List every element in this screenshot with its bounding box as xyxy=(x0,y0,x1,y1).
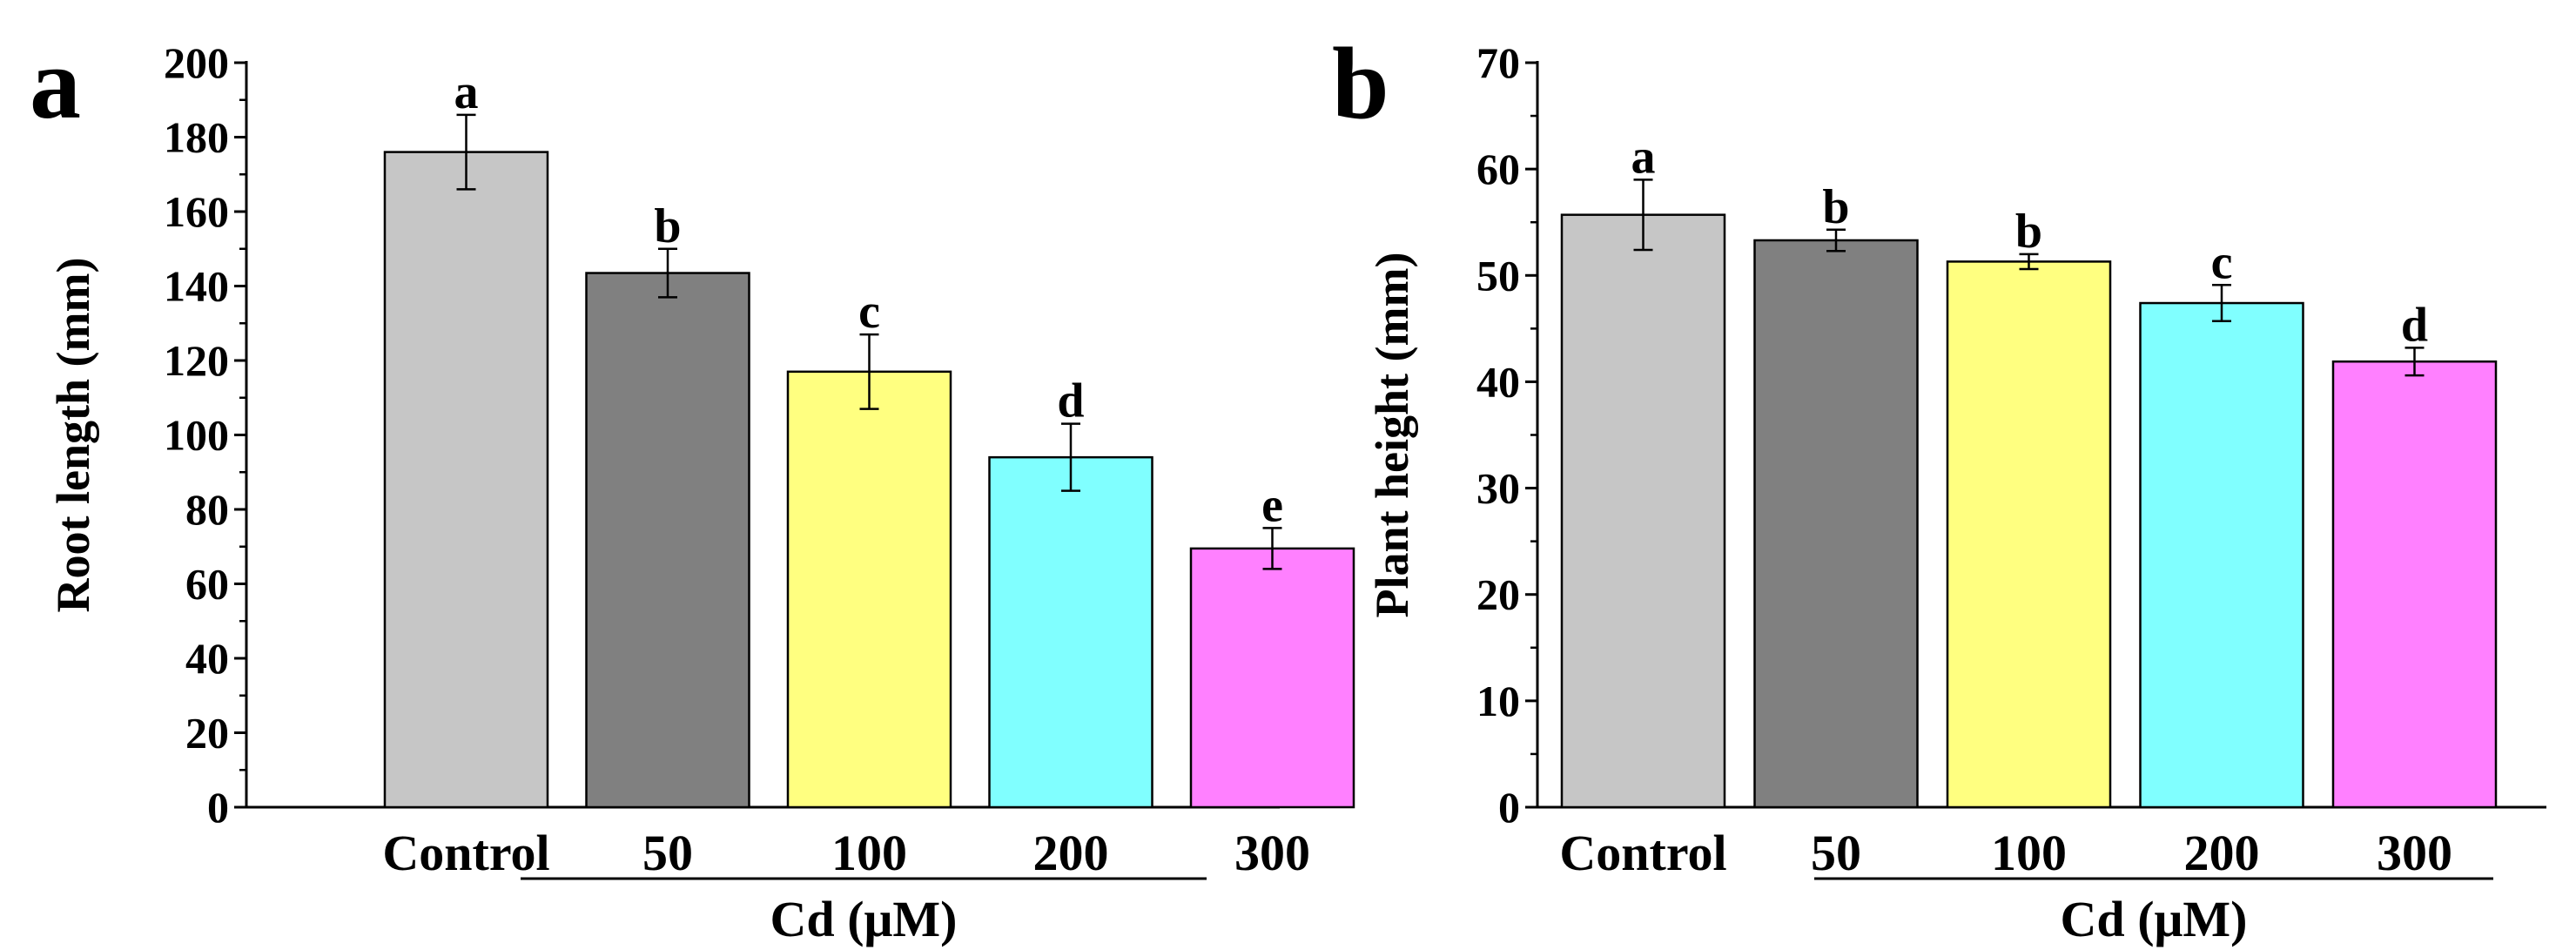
significance-letter: e xyxy=(1261,478,1283,532)
y-tick-label: 20 xyxy=(1476,570,1520,619)
bar xyxy=(383,151,549,809)
y-tick-label: 100 xyxy=(164,411,229,460)
significance-letter: a xyxy=(1631,130,1656,184)
y-tick-label: 10 xyxy=(1476,677,1520,725)
bar xyxy=(585,272,750,809)
y-tick-label: 20 xyxy=(185,709,229,758)
significance-letter: b xyxy=(654,199,681,253)
panel-letter: a xyxy=(30,26,81,140)
y-tick-label: 60 xyxy=(1476,145,1520,193)
bar xyxy=(1560,213,1726,809)
y-axis-label: Root length (mm) xyxy=(47,258,99,613)
x-tick-label: 50 xyxy=(642,825,693,881)
significance-letter: c xyxy=(858,285,880,339)
bar xyxy=(1753,239,1919,809)
y-tick-label: 30 xyxy=(1476,464,1520,513)
y-tick-label: 40 xyxy=(185,634,229,683)
x-tick-label: 100 xyxy=(831,825,907,881)
x-tick-label: 200 xyxy=(1033,825,1109,881)
y-tick-label: 120 xyxy=(164,336,229,385)
panel-b: b 0 10 20 30 40 50 60 70 Plant height (mm) a Contro… xyxy=(1332,26,2546,947)
x-axis-label: Cd (μM) xyxy=(2061,891,2248,947)
x-tick-label: Control xyxy=(1559,825,1726,881)
y-tick-label: 50 xyxy=(1476,251,1520,300)
significance-letter: d xyxy=(1057,374,1084,428)
y-tick-label: 60 xyxy=(185,560,229,609)
significance-letter: c xyxy=(2211,235,2233,289)
y-tick-label: 140 xyxy=(164,262,229,311)
x-axis-label: Cd (μM) xyxy=(770,891,958,947)
y-tick-label: 180 xyxy=(164,113,229,162)
x-tick-label: 300 xyxy=(2377,825,2452,881)
y-tick-label: 200 xyxy=(164,38,229,87)
y-tick-label: 0 xyxy=(1498,783,1520,832)
y-tick-label: 70 xyxy=(1476,38,1520,87)
bar xyxy=(1946,260,2112,809)
x-tick-label: Control xyxy=(382,825,549,881)
bar xyxy=(786,370,952,809)
y-tick-label: 80 xyxy=(185,485,229,534)
bar xyxy=(2331,360,2498,809)
bar xyxy=(988,455,1153,809)
y-axis-label: Plant height (mm) xyxy=(1366,253,1418,618)
x-tick-label: 50 xyxy=(1811,825,1861,881)
y-tick-label: 160 xyxy=(164,187,229,236)
significance-letter: b xyxy=(2015,205,2042,259)
x-tick-label: 300 xyxy=(1234,825,1310,881)
panel-letter: b xyxy=(1332,26,1389,140)
bar xyxy=(1189,547,1355,809)
y-tick-label: 40 xyxy=(1476,357,1520,406)
significance-letter: a xyxy=(454,65,479,119)
x-tick-label: 200 xyxy=(2184,825,2260,881)
significance-letter: b xyxy=(1822,180,1849,234)
x-tick-label: 100 xyxy=(1991,825,2067,881)
panel-a: a 0 20 40 60 80 100 120 140 160 180 200 Root length … xyxy=(30,26,1355,947)
significance-letter: d xyxy=(2401,298,2428,352)
bar xyxy=(2139,301,2304,809)
y-tick-label: 0 xyxy=(207,783,229,832)
